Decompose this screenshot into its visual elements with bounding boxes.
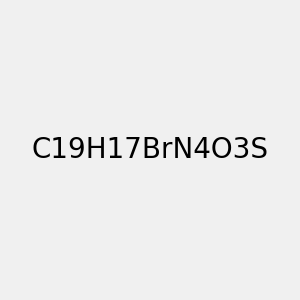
Text: C19H17BrN4O3S: C19H17BrN4O3S	[32, 136, 268, 164]
